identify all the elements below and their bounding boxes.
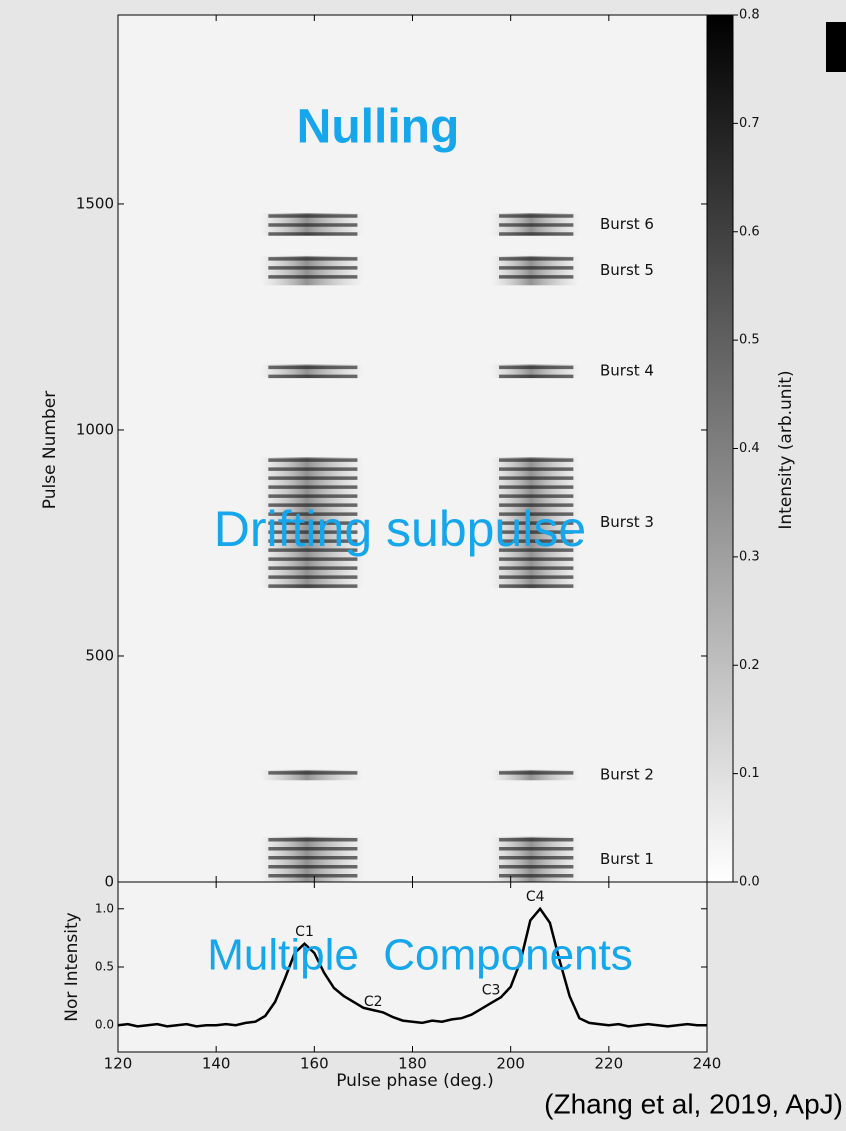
component-label: C3 xyxy=(482,982,501,998)
burst-emission xyxy=(260,255,364,286)
component-label: C4 xyxy=(526,889,545,905)
x-axis-label: Pulse phase (deg.) xyxy=(336,1071,494,1091)
y-tick-label: 500 xyxy=(85,646,114,664)
y-tick-label: 1000 xyxy=(76,420,114,438)
colorbar-tick-label: 0.1 xyxy=(739,766,760,781)
colorbar-tick-label: 0.6 xyxy=(739,224,760,239)
x-tick-label: 180 xyxy=(398,1055,427,1073)
profile-line xyxy=(117,906,707,1028)
x-tick-label: 240 xyxy=(693,1055,722,1073)
y-tick-label: 0 xyxy=(104,873,114,891)
x-tick-label: 140 xyxy=(202,1055,231,1073)
y-tick-label: 0.0 xyxy=(95,1018,114,1032)
x-tick-label: 200 xyxy=(496,1055,525,1073)
citation: (Zhang et al, 2019, ApJ) xyxy=(544,1088,843,1119)
x-tick-label: 120 xyxy=(104,1055,133,1073)
overlay-label: Multiple Components xyxy=(207,931,633,980)
colorbar-tick-label: 0.8 xyxy=(739,8,760,23)
colorbar-tick-label: 0.3 xyxy=(739,549,760,564)
burst-label: Burst 2 xyxy=(600,766,654,784)
burst-label: Burst 6 xyxy=(600,215,654,233)
x-tick-label: 160 xyxy=(300,1055,329,1073)
burst-label: Burst 5 xyxy=(600,261,654,279)
burst-label: Burst 1 xyxy=(600,850,654,868)
overlay-label: Nulling xyxy=(297,101,460,154)
component-label: C2 xyxy=(364,994,383,1010)
burst-emission xyxy=(491,255,580,286)
burst-emission xyxy=(491,769,580,781)
y-tick-label: 1500 xyxy=(76,194,114,212)
colorbar-tick-label: 0.5 xyxy=(739,333,760,348)
colorbar xyxy=(706,14,734,883)
cropped-mark xyxy=(826,22,846,72)
y-tick-label: 1.0 xyxy=(95,901,114,915)
burst-emission xyxy=(260,769,364,781)
overlay-label: Drifting subpulse xyxy=(214,501,586,557)
colorbar-tick-label: 0.2 xyxy=(739,658,760,673)
y-tick-label: 0.5 xyxy=(95,960,114,974)
y-axis-label: Pulse Number xyxy=(40,391,60,509)
colorbar-tick-label: 0.7 xyxy=(739,116,760,131)
colorbar-tick-label: 0.4 xyxy=(739,441,760,456)
component-label: C1 xyxy=(295,924,314,940)
charts: Burst 1 Burst 2 Burst 3 Burst 4 Burst 5 Burst… xyxy=(40,8,843,1120)
x-tick-label: 220 xyxy=(595,1055,624,1073)
y-axis-label: Nor Intensity xyxy=(62,912,82,1022)
burst-label: Burst 4 xyxy=(600,362,654,380)
burst-label: Burst 3 xyxy=(600,513,654,531)
colorbar-label: Intensity (arb.unit) xyxy=(776,370,796,529)
colorbar-tick-label: 0.0 xyxy=(739,875,760,890)
